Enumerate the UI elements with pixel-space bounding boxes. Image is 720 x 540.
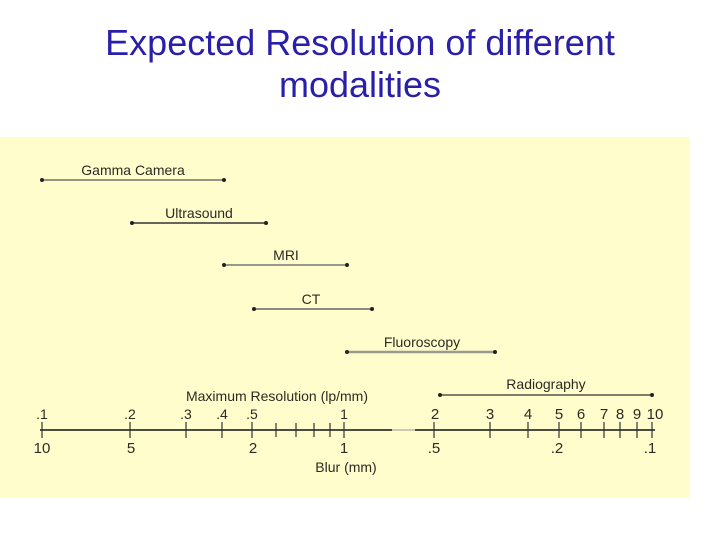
bar-fluoroscopy: Fluoroscopy [345, 334, 497, 354]
bar-label: Fluoroscopy [384, 334, 460, 350]
bar-ct: CT [252, 291, 374, 311]
resolution-chart: Gamma Camera Ultrasound MRI CT Fluorosco [34, 162, 664, 475]
bar-mri: MRI [222, 247, 349, 267]
bar-label: MRI [273, 247, 299, 263]
tick-label: 6 [577, 406, 585, 423]
tick-label: .1 [36, 406, 48, 422]
modality-bars: Gamma Camera Ultrasound MRI CT Fluorosco [40, 162, 654, 397]
tick-label: 2 [249, 440, 257, 457]
tick-label: .3 [180, 406, 192, 422]
tick-label: 3 [486, 406, 494, 423]
bar-label: CT [302, 291, 321, 307]
tick-label: 7 [600, 406, 608, 423]
tick-label: 9 [633, 406, 641, 423]
bar-label: Ultrasound [165, 205, 233, 221]
tick-label: 8 [616, 406, 624, 423]
bar-label: Radiography [506, 376, 585, 392]
bottom-tick-labels: 10 5 2 1 .5 .2 .1 [34, 440, 657, 457]
tick-label: .2 [551, 440, 564, 457]
tick-label: .5 [428, 440, 441, 457]
tick-label: 1 [340, 440, 348, 457]
bar-ultrasound: Ultrasound [130, 205, 268, 225]
tick-label: 10 [34, 440, 51, 457]
tick-label: 10 [647, 406, 664, 423]
top-tick-labels: .1 .2 .3 .4 .5 1 2 3 4 5 6 7 8 9 10 [36, 406, 663, 423]
tick-label: 1 [340, 406, 348, 422]
chart-panel: Gamma Camera Ultrasound MRI CT Fluorosco [0, 137, 690, 498]
bar-radiography: Radiography [438, 376, 654, 397]
tick-label: 5 [127, 440, 135, 457]
bar-label: Gamma Camera [81, 162, 185, 178]
tick-label: 2 [431, 406, 439, 423]
tick-label: .4 [216, 406, 228, 422]
bottom-axis-label: Blur (mm) [315, 459, 376, 475]
tick-label: 4 [524, 406, 532, 423]
tick-label: .5 [246, 406, 258, 422]
tick-label: .1 [644, 440, 657, 457]
tick-label: 5 [555, 406, 563, 423]
slide-title: Expected Resolution of different modalit… [0, 22, 720, 106]
axis-ticks [41, 422, 653, 438]
title-line-2: modalities [278, 64, 442, 105]
tick-label: .2 [124, 406, 136, 422]
top-axis-label: Maximum Resolution (lp/mm) [186, 388, 368, 404]
bar-gamma-camera: Gamma Camera [40, 162, 226, 182]
title-line-1: Expected Resolution of different [105, 22, 615, 63]
